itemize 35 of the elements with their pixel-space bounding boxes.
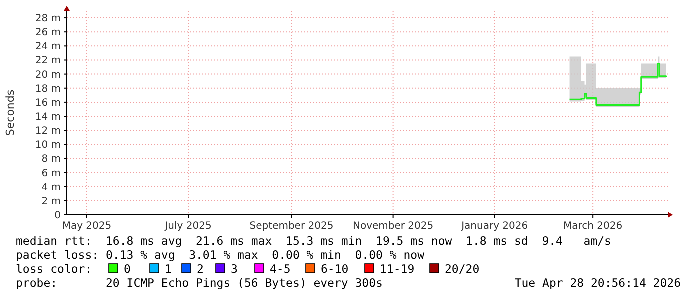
y-tick-label: 2 m <box>42 196 61 208</box>
y-tick-label: 16 m <box>35 98 61 109</box>
x-tick-label: March 2026 <box>564 221 623 232</box>
x-tick-label: November 2025 <box>352 221 434 232</box>
y-tick-label: 0 <box>54 210 61 222</box>
text: Tue Apr 28 20:56:14 2026 <box>514 276 682 290</box>
x-tick-label: July 2025 <box>164 221 212 232</box>
x-tick-label: January 2026 <box>460 221 528 232</box>
y-tick-label: 14 m <box>35 112 61 124</box>
y-tick-label: 18 m <box>35 84 61 95</box>
text: 20/20 <box>445 262 480 276</box>
y-tick-label: 22 m <box>35 56 61 67</box>
y-tick-label: 20 m <box>35 70 61 81</box>
y-tick-label: 28 m <box>35 14 61 25</box>
y-tick-label: 6 m <box>42 168 61 180</box>
y-tick-label: 10 m <box>35 140 61 152</box>
text: probe: 20 ICMP Echo Pings (56 Bytes) every 300s <box>16 276 383 290</box>
text: packet loss: 0.13 % avg 3.01 % max 0.00 % min 0.00 % now <box>16 248 425 262</box>
text: 6-10 <box>321 262 349 276</box>
x-tick-label: September 2025 <box>250 221 334 232</box>
text: 3 <box>231 262 238 276</box>
x-tick-label: May 2025 <box>62 221 112 232</box>
y-axis-title: Seconds <box>4 90 17 136</box>
text: loss color: <box>16 262 92 276</box>
text: 0 <box>124 262 131 276</box>
text: 4-5 <box>270 262 291 276</box>
text: 1 <box>165 262 172 276</box>
y-tick-label: 4 m <box>42 182 61 194</box>
y-tick-label: 8 m <box>42 154 61 166</box>
text: median rtt: 16.8 ms avg 21.6 ms max 15.3 ms min 19.5 ms now 1.8 ms sd 9.4 am/s <box>16 234 612 248</box>
y-tick-label: 24 m <box>35 42 61 53</box>
text: 2 <box>197 262 204 276</box>
y-tick-label: 26 m <box>35 28 61 39</box>
y-tick-label: 12 m <box>35 126 61 138</box>
text: 11-19 <box>380 262 415 276</box>
